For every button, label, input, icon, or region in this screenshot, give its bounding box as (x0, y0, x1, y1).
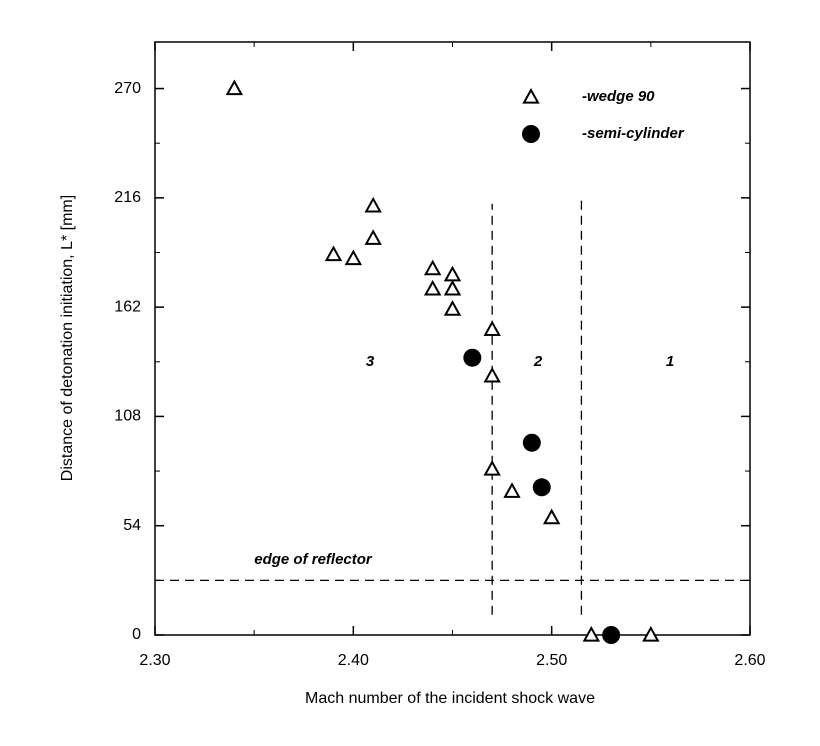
data-point (423, 279, 442, 296)
data-point (443, 265, 462, 282)
data-point (522, 433, 541, 452)
data-point (483, 366, 501, 383)
y-tick-label: 162 (114, 298, 141, 315)
annotation: 1 (666, 353, 674, 370)
data-point (602, 626, 621, 644)
data-point (423, 259, 442, 276)
y-axis-label: Distance of detonation initiation, L* [m… (59, 195, 76, 481)
data-point (344, 249, 363, 266)
annotation: edge of reflector (254, 551, 373, 568)
data-point (364, 229, 382, 245)
x-tick-label: 2.30 (139, 652, 170, 669)
legend-label: -semi-cylinder (582, 125, 685, 142)
y-tick-label: 54 (123, 517, 141, 534)
data-point (542, 508, 561, 525)
data-point (463, 348, 482, 367)
data-point (642, 625, 660, 642)
x-tick-label: 2.50 (536, 652, 567, 669)
y-tick-label: 0 (132, 626, 141, 643)
legend-marker (522, 125, 540, 143)
x-tick-label: 2.60 (734, 652, 765, 669)
data-point (503, 482, 521, 498)
data-point (582, 625, 601, 642)
data-point (225, 79, 244, 96)
data-point (483, 459, 501, 476)
data-point (532, 478, 551, 497)
y-tick-label: 270 (114, 80, 141, 97)
annotation: 2 (533, 353, 543, 370)
data-point (364, 196, 382, 213)
x-axis-label: Mach number of the incident shock wave (305, 690, 595, 707)
x-tick-label: 2.40 (338, 652, 369, 669)
annotation: 3 (366, 353, 375, 370)
data-point (443, 300, 462, 316)
y-tick-label: 216 (114, 189, 141, 206)
y-tick-label: 108 (114, 408, 141, 425)
data-point (443, 279, 462, 296)
data-point (324, 245, 343, 262)
legend-marker (522, 87, 540, 104)
data-point (483, 320, 501, 336)
legend-label: -wedge 90 (582, 88, 655, 105)
